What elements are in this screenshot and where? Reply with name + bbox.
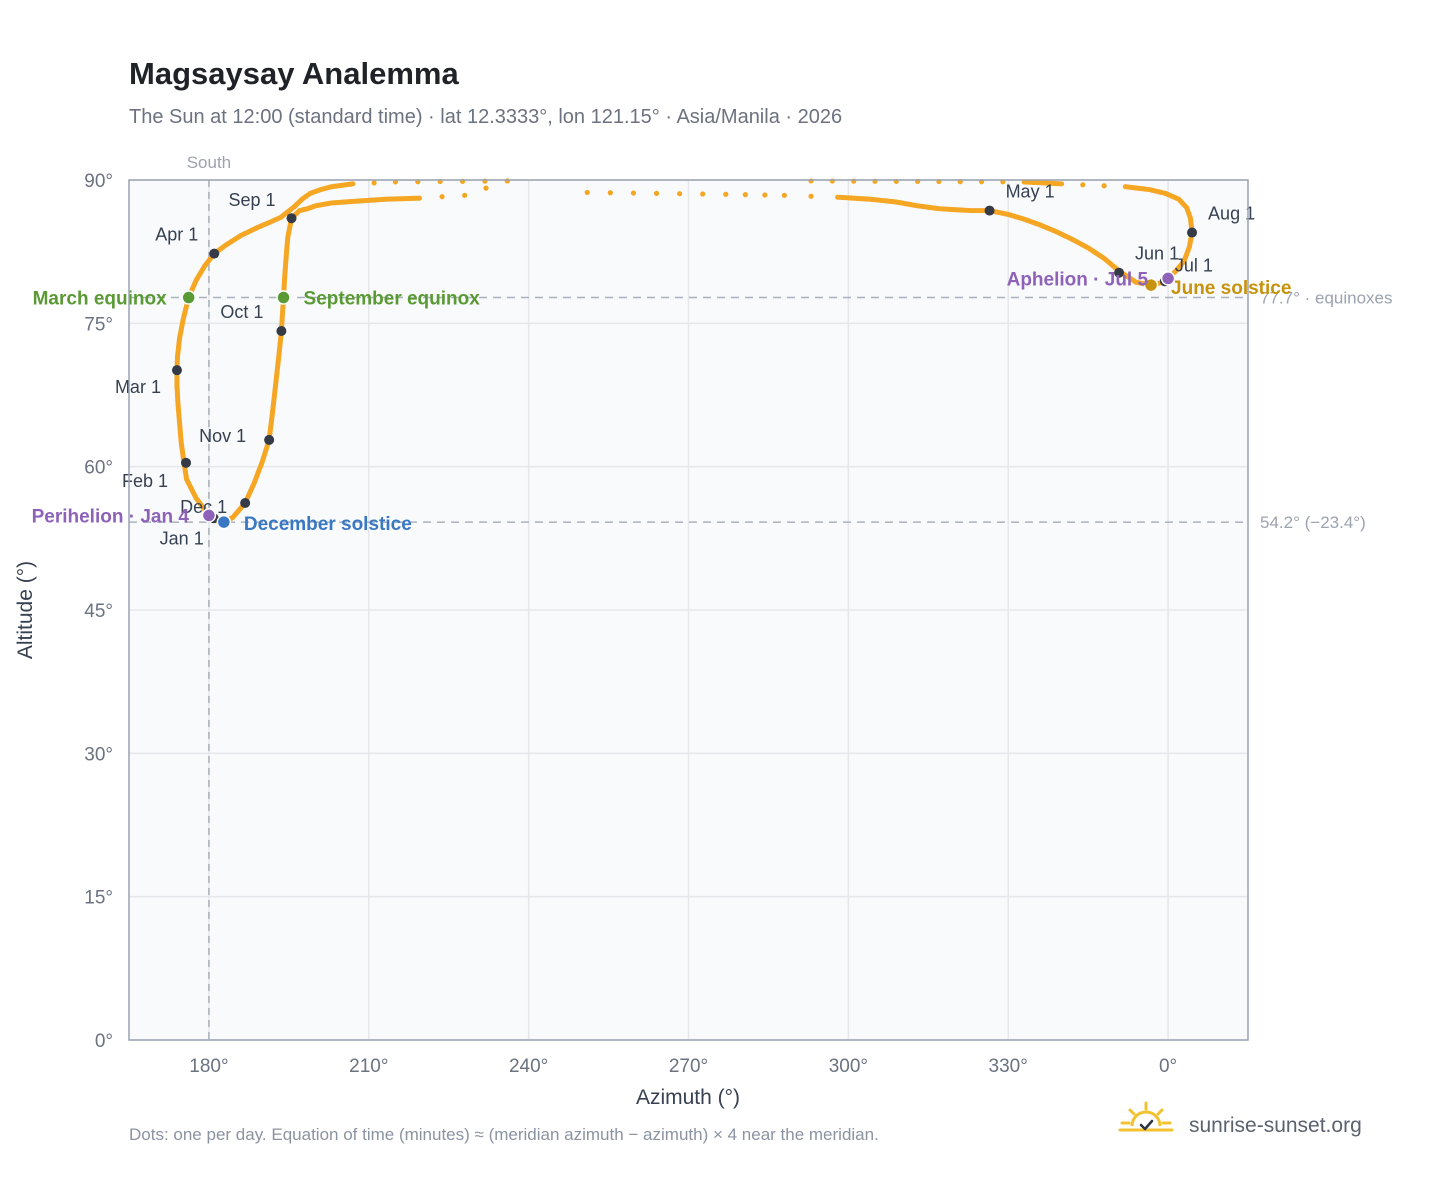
daily-dot xyxy=(1101,183,1107,189)
month-label: Oct 1 xyxy=(220,302,263,322)
chart-title: Magsaysay Analemma xyxy=(129,56,459,91)
meridian-label: South xyxy=(187,153,231,172)
daily-dot xyxy=(462,192,468,198)
daily-dot xyxy=(607,190,613,196)
x-tick-label: 180° xyxy=(189,1056,228,1077)
reference-line-label: 77.7° · equinoxes xyxy=(1260,289,1393,308)
chart-subtitle: The Sun at 12:00 (standard time) · lat 1… xyxy=(129,106,842,128)
y-tick-label: 45° xyxy=(84,601,113,622)
daily-dot xyxy=(439,194,445,200)
x-tick-label: 300° xyxy=(829,1056,868,1077)
daily-dot xyxy=(504,178,510,184)
event-markers: March equinox September equinox December s… xyxy=(32,269,1292,535)
event-label: December solstice xyxy=(244,514,412,535)
month-marker xyxy=(209,248,220,259)
axis-ticks: 180° 210° 240° 270° 300° 330° 0° 0° 15° 30° 45° 60°… xyxy=(84,171,1177,1077)
month-marker xyxy=(1187,227,1198,238)
x-tick-label: 270° xyxy=(669,1056,708,1077)
month-label: Feb 1 xyxy=(122,471,168,491)
month-marker xyxy=(240,497,251,508)
month-label: Jul 1 xyxy=(1175,255,1213,275)
month-label: May 1 xyxy=(1006,182,1055,202)
brand-logo[interactable]: sunrise-sunset.org xyxy=(1118,1101,1362,1137)
event-marker xyxy=(181,290,196,305)
daily-dot xyxy=(723,191,729,197)
footnote: Dots: one per day. Equation of time (min… xyxy=(129,1125,879,1144)
x-tick-label: 210° xyxy=(349,1056,388,1077)
event-marker xyxy=(201,508,217,523)
daily-dot xyxy=(630,190,637,196)
month-label: Sep 1 xyxy=(228,190,275,210)
daily-dot xyxy=(350,181,356,187)
reference-lines: South 77.7° · equinoxes 54.2° (−23.4°) xyxy=(129,153,1393,1040)
daily-dot xyxy=(700,191,706,197)
month-label: Jun 1 xyxy=(1135,244,1179,264)
daily-dot xyxy=(1080,182,1086,188)
event-marker xyxy=(1143,277,1159,293)
daily-dot xyxy=(1122,184,1129,190)
event-marker xyxy=(1160,271,1176,286)
month-label: Apr 1 xyxy=(155,225,198,245)
month-label: Nov 1 xyxy=(199,426,246,446)
month-label: Mar 1 xyxy=(115,377,161,397)
month-label: Jan 1 xyxy=(160,528,204,548)
month-marker xyxy=(276,325,287,336)
y-tick-label: 30° xyxy=(84,744,113,765)
daily-dot xyxy=(781,192,788,198)
daily-dot xyxy=(742,192,748,198)
month-marker xyxy=(264,434,275,445)
y-tick-label: 60° xyxy=(84,458,113,479)
y-tick-label: 0° xyxy=(95,1031,113,1052)
daily-dot xyxy=(829,178,835,184)
x-axis-title: Azimuth (°) xyxy=(636,1086,740,1109)
event-label: June solstice xyxy=(1171,278,1291,299)
x-tick-label: 0° xyxy=(1159,1056,1177,1077)
daily-dot xyxy=(808,193,814,199)
sun-icon xyxy=(1118,1101,1174,1132)
event-label: Perihelion · Jan 4 xyxy=(32,506,190,527)
month-marker xyxy=(171,365,182,376)
y-tick-label: 15° xyxy=(84,888,113,909)
x-tick-label: 330° xyxy=(989,1056,1028,1077)
event-marker xyxy=(216,514,232,530)
y-axis-title: Altitude (°) xyxy=(14,561,37,659)
plot-frame xyxy=(128,179,1249,1041)
event-label: Aphelion · Jul 5 xyxy=(1007,269,1149,290)
daily-dot xyxy=(483,185,489,191)
month-marker xyxy=(286,213,297,224)
month-marker xyxy=(181,457,192,468)
y-tick-label: 75° xyxy=(84,314,113,335)
daily-dot xyxy=(371,180,377,186)
month-marker xyxy=(984,205,995,216)
month-label: Dec 1 xyxy=(180,497,227,517)
daily-dot xyxy=(584,189,590,196)
brand-name: sunrise-sunset.org xyxy=(1189,1114,1362,1137)
month-marker xyxy=(1114,267,1125,278)
month-label: Aug 1 xyxy=(1208,204,1255,224)
daily-dot xyxy=(677,191,683,197)
daily-dot xyxy=(762,192,768,198)
daily-dot xyxy=(808,178,814,184)
event-label: March equinox xyxy=(33,289,168,310)
y-tick-label: 90° xyxy=(84,171,113,192)
event-marker xyxy=(276,290,291,305)
x-tick-label: 240° xyxy=(509,1056,548,1077)
event-label: September equinox xyxy=(304,289,481,310)
reference-line-label: 54.2° (−23.4°) xyxy=(1260,513,1366,532)
daily-dot xyxy=(653,190,660,196)
